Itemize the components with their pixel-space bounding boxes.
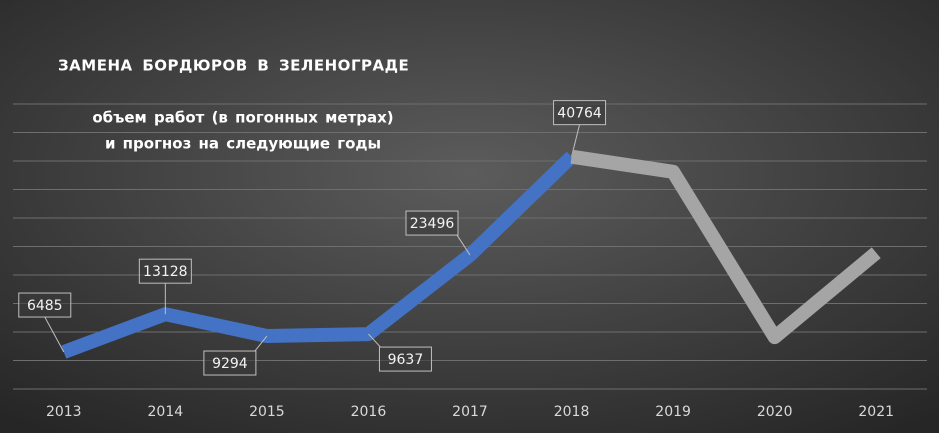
x-tick-label: 2016 [351, 404, 387, 420]
data-label: 9637 [388, 352, 424, 368]
chart-subtitle: и прогноз на следующие годы [105, 135, 381, 153]
data-label: 23496 [410, 216, 455, 232]
x-tick-label: 2021 [858, 404, 894, 420]
leader-line [456, 234, 471, 256]
line-series [570, 149, 881, 345]
chart-title: ЗАМЕНА БОРДЮРОВ В ЗЕЛЕНОГРАДЕ [58, 57, 409, 75]
data-label-box [138, 258, 192, 284]
leader-line [44, 316, 65, 353]
leader-line [368, 333, 381, 348]
line-series [61, 151, 577, 359]
data-label: 40764 [557, 106, 602, 122]
data-label-box [18, 292, 72, 318]
leader-line [254, 335, 268, 352]
x-tick-label: 2018 [554, 404, 590, 420]
chart-subtitle: объем работ (в погонных метрах) [92, 109, 393, 127]
x-tick-label: 2019 [655, 404, 691, 420]
data-label-box [553, 100, 607, 126]
data-label-box [405, 210, 459, 236]
x-tick-label: 2014 [148, 404, 184, 420]
x-tick-label: 2017 [452, 404, 488, 420]
data-label-box [378, 346, 432, 372]
x-tick-label: 2013 [46, 404, 82, 420]
data-label: 13128 [143, 264, 188, 280]
x-tick-label: 2020 [757, 404, 793, 420]
data-label: 9294 [212, 356, 248, 372]
data-label: 6485 [27, 298, 63, 314]
x-tick-label: 2015 [249, 404, 285, 420]
data-label-box [203, 350, 257, 376]
